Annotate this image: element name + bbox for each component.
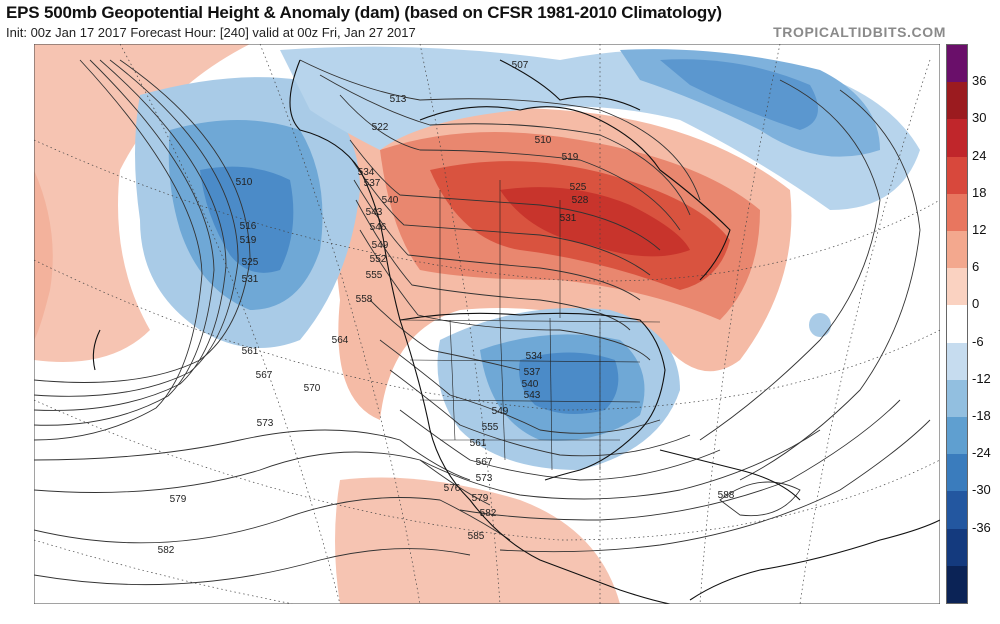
colorbar-tick-label: 24 (972, 147, 987, 163)
contour-label: 534 (526, 351, 543, 362)
contour-label: 522 (372, 122, 389, 133)
colorbar-segment (947, 528, 967, 567)
colorbar-tick-label: -6 (972, 333, 984, 349)
contour-label: 555 (366, 270, 383, 281)
colorbar-segment (947, 119, 967, 158)
contour-label: 525 (570, 182, 587, 193)
contour-label: 537 (364, 178, 381, 189)
contour-label: 531 (242, 274, 259, 285)
colorbar-tick-label: 12 (972, 222, 987, 237)
contour-label: 519 (562, 152, 579, 163)
colorbar-segment (947, 193, 967, 232)
colorbar-segment (947, 156, 967, 195)
colorbar-segment (947, 565, 967, 604)
chart-title: EPS 500mb Geopotential Height & Anomaly … (6, 3, 722, 22)
contour-label: 519 (240, 235, 257, 246)
colorbar-tick-label: 0 (972, 296, 980, 312)
colorbar-segment (947, 305, 967, 344)
colorbar-segment (947, 417, 967, 455)
contour-label: 549 (492, 406, 509, 417)
contour-label: 510 (236, 177, 253, 188)
colorbar-segment (947, 268, 967, 306)
contour-label: 573 (257, 418, 274, 429)
colorbar-segment (947, 342, 967, 381)
contour-label: 567 (256, 370, 273, 381)
contour-label: 585 (468, 531, 485, 542)
political-borders (399, 180, 661, 471)
contour-label: 549 (372, 240, 389, 251)
brand-watermark: TROPICALTIDBITS.COM (773, 24, 946, 40)
contour-label: 528 (572, 195, 589, 206)
contour-label: 537 (524, 367, 541, 378)
contour-label: 576 (444, 483, 461, 494)
contour-label: 573 (476, 473, 493, 484)
colorbar-segment (947, 454, 967, 492)
lat-lon-grid (34, 44, 940, 604)
colorbar-segment (947, 82, 967, 120)
contour-label: 510 (535, 135, 552, 146)
forecast-map: 5075135225105195345375405255285315435465… (34, 44, 940, 604)
contour-label: 564 (332, 335, 349, 346)
colorbar-tick-label: 36 (972, 73, 987, 89)
contour-label: 588 (718, 490, 735, 501)
colorbar-tick-label: -18 (972, 408, 991, 423)
contour-label: 558 (356, 294, 373, 305)
contour-label: 543 (524, 390, 541, 401)
contour-label: 570 (304, 383, 321, 394)
colorbar-tick-label: -24 (972, 445, 991, 461)
colorbar-segment (947, 45, 967, 83)
contour-label: 543 (366, 207, 383, 218)
colorbar-tick-label: 6 (972, 259, 980, 275)
contour-label: 507 (512, 60, 529, 71)
contour-label: 546 (370, 222, 387, 233)
contour-label: 534 (358, 167, 375, 178)
coastlines (92, 59, 940, 604)
positive-anomaly-shading (34, 44, 792, 604)
colorbar-segment (947, 379, 967, 418)
chart-subtitle: Init: 00z Jan 17 2017 Forecast Hour: [24… (6, 25, 416, 40)
contour-label: 582 (158, 545, 175, 556)
colorbar-tick-label: -12 (972, 370, 991, 386)
contour-label: 516 (240, 221, 257, 232)
header: EPS 500mb Geopotential Height & Anomaly … (0, 0, 1000, 44)
colorbar-tick-label: 18 (972, 184, 987, 200)
colorbar-tick-label: 30 (972, 110, 987, 126)
contour-label: 582 (480, 508, 497, 519)
contour-label: 531 (560, 213, 577, 224)
contour-labels: 5075135225105195345375405255285315435465… (158, 60, 735, 556)
contour-label: 579 (170, 494, 187, 505)
anomaly-colorbar (946, 44, 968, 604)
contour-label: 579 (472, 493, 489, 504)
contour-label: 555 (482, 422, 499, 433)
colorbar-tick-label: -30 (972, 482, 991, 498)
colorbar-tick-label: -36 (972, 519, 991, 535)
colorbar-segment (947, 491, 967, 530)
contour-label: 525 (242, 257, 259, 268)
colorbar-segment (947, 231, 967, 269)
contour-label: 561 (242, 346, 259, 357)
contour-label: 540 (382, 195, 399, 206)
contour-label: 561 (470, 438, 487, 449)
contour-label: 540 (522, 379, 539, 390)
height-contours (34, 59, 931, 586)
contour-label: 567 (476, 457, 493, 468)
contour-label: 552 (370, 254, 387, 265)
contour-label: 513 (390, 94, 407, 105)
